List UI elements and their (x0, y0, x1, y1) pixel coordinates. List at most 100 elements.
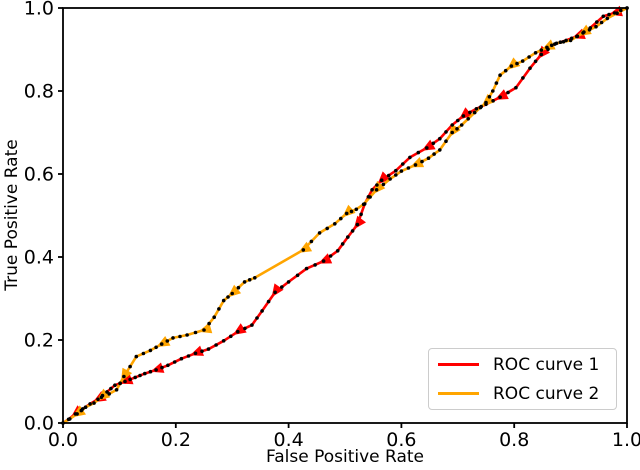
data-point-marker (605, 16, 610, 21)
roc-curve-2-direction-arrow (541, 39, 556, 50)
data-point-marker (595, 20, 599, 24)
data-point-marker (148, 369, 153, 374)
data-point-marker (92, 401, 96, 405)
data-point-marker (207, 321, 211, 326)
data-point-marker (455, 127, 459, 131)
data-point-marker (539, 52, 544, 57)
data-point-marker (221, 339, 226, 343)
data-point-marker (134, 354, 139, 359)
data-point-marker (491, 89, 495, 93)
data-point-marker (491, 99, 495, 103)
x-tick-label: 0.2 (161, 429, 191, 451)
data-point-marker (340, 242, 345, 246)
data-point-marker (406, 166, 411, 170)
data-point-marker (379, 178, 384, 182)
data-point-marker (374, 188, 379, 192)
data-point-marker (141, 351, 146, 356)
data-point-marker (250, 323, 254, 327)
data-point-marker (107, 392, 111, 396)
data-point-marker (506, 90, 510, 95)
data-point-marker (381, 182, 386, 187)
data-point-marker (317, 231, 322, 235)
data-point-marker (416, 150, 421, 155)
data-point-marker (478, 105, 483, 110)
x-tick-label: 1.0 (612, 429, 640, 451)
data-point-marker (599, 20, 604, 25)
data-point-marker (286, 280, 291, 284)
data-point-marker (386, 173, 391, 178)
data-point-marker (370, 188, 374, 192)
data-point-marker (484, 100, 488, 105)
data-point-marker (185, 333, 189, 337)
data-point-marker (368, 195, 372, 199)
data-point-marker (309, 239, 314, 244)
y-tick-label: 0.2 (24, 330, 54, 352)
data-point-marker (554, 41, 559, 46)
roc-curve-2-direction-arrow (410, 157, 425, 168)
data-point-marker (148, 348, 153, 353)
data-point-marker (154, 368, 158, 372)
legend-label-roc-curve-2: ROC curve 2 (493, 383, 600, 404)
data-point-marker (226, 295, 230, 299)
data-point-marker (229, 334, 233, 339)
data-point-marker (133, 375, 137, 380)
data-point-marker (444, 130, 448, 134)
data-point-marker (450, 130, 455, 135)
data-point-marker (236, 329, 240, 334)
data-point-marker (260, 309, 264, 313)
data-point-marker (503, 68, 508, 73)
data-point-marker (561, 40, 566, 44)
roc-curve-2-direction-arrow (198, 322, 213, 334)
data-point-marker (487, 95, 492, 99)
legend-item-roc-curve-1: ROC curve 1 (429, 351, 616, 378)
data-point-marker (520, 59, 525, 63)
data-point-marker (438, 136, 442, 141)
data-point-marker (359, 212, 363, 217)
data-point-marker (160, 365, 164, 370)
x-axis-label: False Positive Rate (266, 447, 424, 467)
x-tick-label: 0.8 (499, 429, 529, 451)
roc-curve-1-direction-arrow (494, 89, 509, 100)
data-point-marker (206, 347, 211, 351)
data-point-marker (388, 177, 392, 181)
data-point-marker (273, 290, 277, 295)
data-point-marker (186, 354, 191, 358)
data-point-marker (304, 266, 309, 271)
data-point-marker (413, 163, 418, 167)
data-point-marker (466, 117, 471, 121)
data-point-marker (75, 412, 79, 416)
data-point-marker (450, 123, 455, 127)
data-point-marker (243, 326, 247, 331)
data-point-marker (394, 168, 398, 173)
data-point-marker (113, 383, 117, 388)
data-point-marker (528, 66, 532, 70)
y-tick-label: 0.0 (24, 413, 54, 435)
data-point-marker (83, 405, 88, 410)
roc-curve-1-direction-arrow (353, 215, 366, 230)
data-point-marker (349, 209, 354, 214)
data-point-marker (521, 76, 525, 80)
data-point-marker (339, 216, 343, 221)
roc-curve-2-direction-arrow (342, 204, 356, 218)
legend-label-roc-curve-1: ROC curve 1 (493, 354, 600, 375)
data-point-marker (533, 51, 538, 55)
data-point-marker (143, 371, 147, 376)
data-point-marker (344, 211, 349, 216)
data-point-marker (321, 259, 326, 263)
data-point-marker (401, 162, 405, 166)
data-point-marker (575, 34, 579, 39)
data-point-marker (166, 363, 170, 368)
data-point-marker (438, 148, 442, 152)
data-point-marker (335, 249, 340, 253)
y-tick-label: 1.0 (24, 0, 54, 20)
data-point-marker (178, 334, 182, 339)
data-point-marker (202, 328, 206, 332)
data-point-marker (68, 417, 72, 421)
data-point-marker (527, 55, 531, 59)
data-point-marker (350, 229, 355, 233)
data-point-marker (432, 152, 436, 156)
data-point-marker (459, 123, 464, 127)
data-point-marker (615, 11, 619, 15)
roc-curve-1-direction-arrow (318, 253, 333, 264)
data-point-marker (399, 169, 404, 173)
